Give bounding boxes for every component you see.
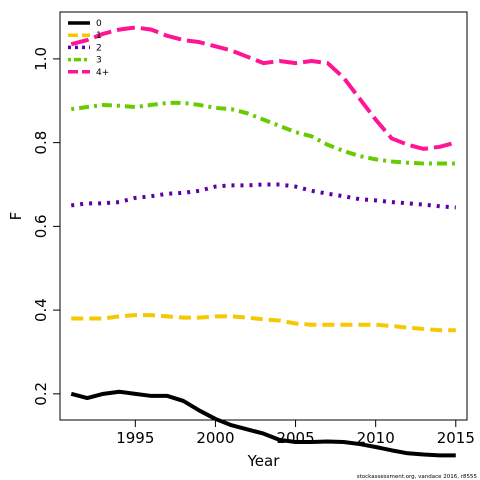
x-axis: 1995 2000 2005 2010 2015 (116, 420, 475, 447)
legend-label-3: 3 (96, 56, 102, 66)
series-line-4plus (70, 25, 457, 151)
y-tick-label: 0.8 (32, 131, 50, 155)
x-tick-label: 2005 (276, 429, 314, 447)
y-tick-label: 1.0 (32, 47, 50, 71)
legend: 0 1 2 3 4+ (68, 19, 109, 78)
series-lines (70, 25, 457, 458)
x-tick-label: 2000 (196, 429, 234, 447)
series-line-1 (71, 313, 456, 333)
y-axis: 0.2 0.4 0.6 0.8 1.0 (32, 47, 60, 406)
legend-label-4plus: 4+ (96, 68, 109, 78)
series-line-2 (70, 182, 456, 210)
y-axis-title: F (7, 212, 25, 221)
y-tick-label: 0.6 (32, 214, 50, 238)
x-tick-label: 2015 (437, 429, 475, 447)
series-line-3 (70, 100, 456, 166)
legend-label-0: 0 (96, 19, 102, 29)
credit-text: stockassessment.org, vandace 2016, r8555 (357, 474, 478, 480)
legend-label-1: 1 (96, 31, 102, 41)
y-tick-label: 0.2 (32, 382, 50, 406)
x-axis-title: Year (247, 452, 281, 470)
y-tick-label: 0.4 (32, 298, 50, 322)
series-line-0 (70, 389, 456, 458)
legend-label-2: 2 (96, 43, 102, 53)
plot-frame (59, 11, 468, 421)
x-tick-label: 1995 (116, 429, 154, 447)
x-tick-label: 2010 (357, 429, 395, 447)
